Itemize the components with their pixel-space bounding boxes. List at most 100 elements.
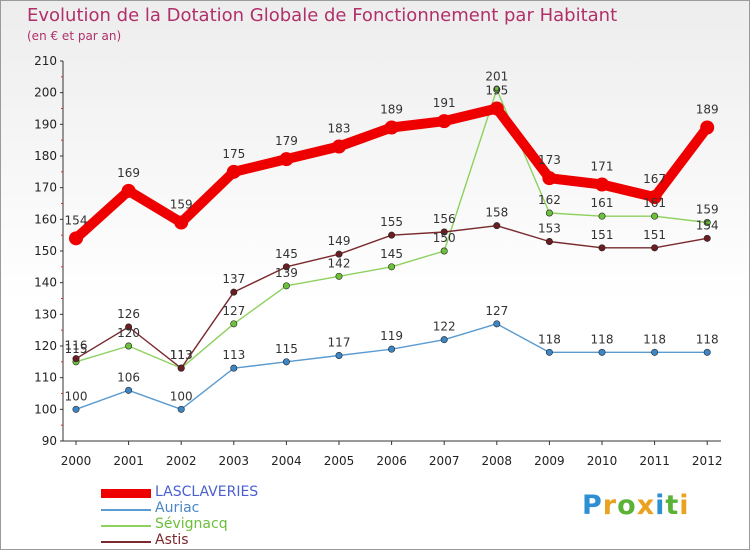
data-point [72, 405, 80, 413]
data-label: 145 [380, 247, 403, 261]
data-point [121, 183, 136, 198]
x-tick-label: 2009 [534, 454, 565, 468]
x-tick-label: 2008 [482, 454, 513, 468]
data-label: 115 [275, 342, 298, 356]
x-tick-label: 2011 [639, 454, 670, 468]
data-point [651, 244, 659, 252]
legend-label: Astis [155, 532, 189, 548]
logo-letter: i [655, 490, 666, 521]
data-point [230, 288, 238, 296]
x-tick-label: 2005 [324, 454, 355, 468]
x-tick-label: 2002 [166, 454, 197, 468]
data-point [440, 247, 448, 255]
point-labels: 100 106 100 113 115 117 119 122 127 118 118 118 118 1… [65, 70, 719, 404]
data-label: 171 [591, 160, 614, 174]
data-label: 159 [170, 198, 193, 212]
data-point [282, 282, 290, 290]
data-label: 113 [222, 348, 245, 362]
data-label: 119 [380, 329, 403, 343]
data-point [282, 358, 290, 366]
data-label: 201 [485, 70, 508, 84]
x-tick-label: 2012 [692, 454, 723, 468]
data-point [125, 386, 133, 394]
data-point [703, 234, 711, 242]
y-tick-label: 90 [42, 434, 57, 448]
data-label: 142 [328, 256, 351, 270]
y-tick-label: 200 [34, 86, 57, 100]
data-label: 154 [696, 218, 719, 232]
data-label: 106 [117, 370, 140, 384]
data-label: 150 [433, 231, 456, 245]
data-point [440, 336, 448, 344]
data-label: 154 [65, 213, 88, 227]
data-point [598, 244, 606, 252]
legend-swatch [101, 525, 151, 527]
logo-letter: P [582, 490, 603, 521]
data-point [177, 405, 185, 413]
legend-label: Sévignacq [155, 516, 228, 532]
data-label: 169 [117, 166, 140, 180]
legend-swatch [101, 489, 151, 498]
series-layer [69, 86, 715, 413]
x-tick-label: 2000 [61, 454, 92, 468]
x-tick-label: 2001 [113, 454, 144, 468]
data-label: 116 [65, 339, 88, 353]
logo-letter: t [665, 490, 680, 521]
data-label: 151 [643, 228, 666, 242]
data-label: 145 [275, 247, 298, 261]
data-point [703, 348, 711, 356]
data-label: 191 [433, 96, 456, 110]
series-astis [72, 222, 711, 372]
data-label: 183 [328, 122, 351, 136]
x-tick-label: 2006 [376, 454, 407, 468]
chart-title: Evolution de la Dotation Globale de Fonc… [27, 5, 618, 26]
series-auriac [72, 320, 711, 413]
data-point [230, 320, 238, 328]
y-tick-label: 210 [34, 54, 57, 68]
y-tick-label: 130 [34, 307, 57, 321]
data-label: 100 [65, 389, 88, 403]
y-tick-label: 140 [34, 276, 57, 290]
data-point [174, 215, 189, 230]
data-point [545, 348, 553, 356]
chart-subtitle: (en € et par an) [27, 29, 122, 43]
data-point [335, 250, 343, 258]
data-point [388, 345, 396, 353]
logo-letter: x [636, 490, 656, 521]
data-point [651, 212, 659, 220]
data-label: 120 [117, 326, 140, 340]
data-point [542, 171, 557, 186]
data-label: 113 [170, 348, 193, 362]
y-tick-label: 150 [34, 244, 57, 258]
y-tick-label: 120 [34, 339, 57, 353]
x-tick-label: 2010 [587, 454, 618, 468]
data-label: 118 [538, 332, 561, 346]
data-point [493, 320, 501, 328]
data-label: 189 [380, 103, 403, 117]
axes: 90 100 110 120 130 140 150 160 170 180 190 200 210 20… [34, 54, 722, 468]
data-label: 151 [591, 228, 614, 242]
data-label: 153 [538, 222, 561, 236]
y-tick-label: 160 [34, 212, 57, 226]
data-point [598, 212, 606, 220]
data-point [388, 263, 396, 271]
data-label: 100 [170, 389, 193, 403]
y-tick-label: 100 [34, 402, 57, 416]
data-label: 127 [485, 304, 508, 318]
data-point [651, 348, 659, 356]
y-tick-label: 170 [34, 181, 57, 195]
x-tick-label: 2007 [429, 454, 460, 468]
data-label: 122 [433, 320, 456, 334]
data-label: 156 [433, 212, 456, 226]
data-point [489, 101, 504, 116]
legend-label: Auriac [155, 500, 200, 516]
data-point [437, 114, 452, 129]
data-label: 117 [328, 336, 351, 350]
series-lasclaveries [69, 101, 715, 246]
legend-swatch [101, 541, 151, 543]
data-point [703, 219, 711, 227]
x-tick-label: 2003 [219, 454, 250, 468]
data-point [282, 263, 290, 271]
